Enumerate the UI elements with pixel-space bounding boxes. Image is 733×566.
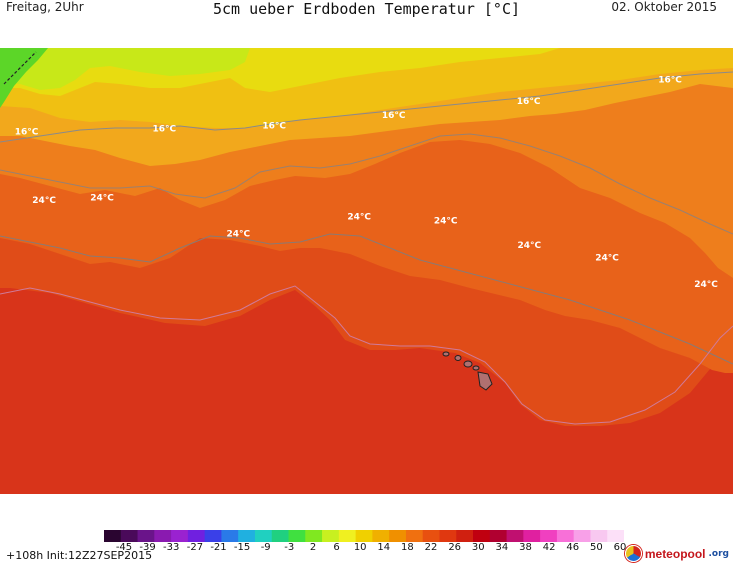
legend-swatch [221, 530, 239, 542]
brand-logo-icon [624, 545, 642, 562]
legend-tick-label: -9 [260, 542, 271, 553]
legend-tick-label: 14 [377, 542, 391, 553]
legend-tick-label: 10 [353, 542, 367, 553]
brand-name: meteopool [644, 546, 706, 561]
legend-tick-label: 26 [448, 542, 462, 553]
legend-tick-label: 2 [309, 542, 317, 553]
legend-tick-label: 22 [424, 542, 438, 553]
legend-swatch [187, 530, 206, 542]
legend-swatch [254, 530, 273, 542]
model-run-info: +108h Init:12Z27SEP2015 [6, 549, 153, 562]
legend-tick-label: -3 [284, 542, 295, 553]
legend-swatch [104, 530, 122, 542]
legend-swatch [154, 530, 172, 542]
legend-swatch [506, 530, 524, 542]
legend-swatch [372, 530, 390, 542]
forecast-day: Freitag, 2Uhr [6, 0, 84, 14]
contour-label: 16°C [658, 75, 682, 85]
legend-tick-label: -27 [186, 542, 204, 553]
forecast-date: 02. Oktober 2015 [611, 0, 717, 14]
contour-label: 24°C [694, 280, 718, 290]
legend-swatch [120, 530, 139, 542]
legend-tick-label: 42 [542, 542, 556, 553]
legend-tick-label: -39 [139, 542, 156, 553]
legend-tick-label: -21 [210, 542, 227, 553]
legend-swatch [607, 530, 624, 542]
legend-swatch [355, 530, 373, 542]
legend-swatch [473, 530, 491, 542]
legend-tick-label: 46 [566, 542, 580, 553]
legend-swatch [556, 530, 575, 542]
legend-swatch [171, 530, 189, 542]
legend-swatch [238, 530, 256, 542]
legend-swatch [540, 530, 558, 542]
contour-label: 16°C [262, 122, 286, 132]
legend-colorbar [104, 530, 624, 542]
zone-yellow-green [0, 48, 250, 90]
brand-logo[interactable]: meteopool .org [624, 545, 729, 562]
islands [442, 351, 493, 391]
contour-label: 24°C [347, 212, 371, 222]
contour-label: 24°C [518, 241, 542, 251]
contour-label: 24°C [90, 194, 114, 204]
legend-swatch [204, 530, 222, 542]
legend-tick-label: 18 [401, 542, 414, 553]
legend-swatch [523, 530, 541, 542]
legend-swatch [288, 530, 306, 542]
header: Freitag, 2Uhr 5cm ueber Erdboden Tempera… [0, 0, 733, 48]
legend-swatch [422, 530, 440, 542]
zone-cool-land [0, 48, 48, 108]
legend-swatch [338, 530, 357, 542]
legend-swatch [322, 530, 340, 542]
contour-label: 24°C [32, 196, 56, 206]
contour-label: 24°C [434, 216, 458, 226]
legend-tick-label: 60 [613, 542, 627, 553]
legend-swatch [305, 530, 323, 542]
contour-24 [0, 233, 733, 365]
contour-16 [0, 71, 733, 143]
legend-ticks: -45 -39 -33 -27 -21 -15 -9 -3 2 6 10 14 18 22 26 30 34 38… [104, 542, 627, 554]
legend-tick-label: 38 [519, 542, 532, 553]
legend-swatch [405, 530, 424, 542]
legend-swatch [489, 530, 508, 542]
legend-tick-label: -15 [233, 542, 251, 553]
color-legend: -45 -39 -33 -27 -21 -15 -9 -3 2 6 10 14 18 22 26 30 34 38… [104, 530, 626, 553]
contour-label: 16°C [517, 97, 541, 107]
legend-tick-label: 34 [495, 542, 509, 553]
legend-swatch [137, 530, 155, 542]
contour-labels: 16°C 16°C 16°C 16°C 16°C 16°C 24°C 24°C 24°C 24°C… [15, 75, 719, 290]
legend-tick-label: -33 [163, 542, 180, 553]
legend-swatch [573, 530, 591, 542]
legend-swatch [590, 530, 608, 542]
contour-label: 24°C [595, 254, 619, 264]
legend-tick-label: 50 [590, 542, 603, 553]
temperature-map: 16°C 16°C 16°C 16°C 16°C 16°C 24°C 24°C 24°C 24°C… [0, 48, 733, 494]
map-title: 5cm ueber Erdboden Temperatur [°C] [212, 0, 521, 18]
legend-tick-label: 30 [471, 542, 485, 553]
contour-label: 24°C [227, 230, 251, 240]
contour-label: 16°C [382, 111, 406, 121]
legend-tick-label: -45 [115, 542, 133, 553]
contour-28 [0, 285, 733, 425]
legend-swatch [456, 530, 474, 542]
legend-tick-label: 6 [333, 542, 340, 553]
legend-swatch [271, 530, 290, 542]
contour-20 [0, 133, 733, 235]
coastline [3, 51, 37, 85]
legend-swatch [439, 530, 457, 542]
contour-label: 16°C [153, 124, 177, 134]
legend-swatch [389, 530, 407, 542]
contour-label: 16°C [15, 128, 39, 138]
brand-tld: .org [708, 548, 729, 559]
